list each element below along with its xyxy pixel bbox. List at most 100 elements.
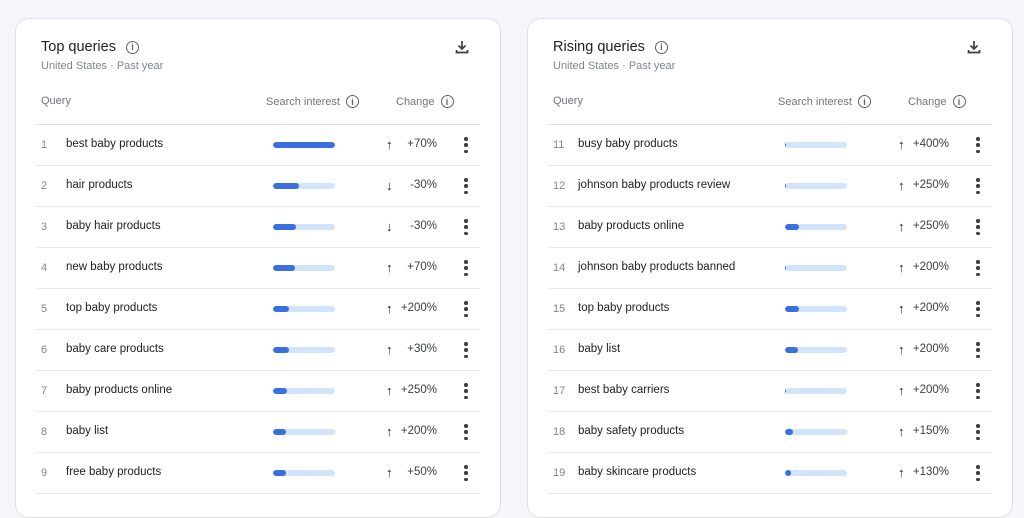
change-value: -30%: [410, 179, 437, 191]
more-options-icon[interactable]: [464, 301, 468, 317]
interest-bar-fill: [785, 470, 792, 476]
arrow-up-icon: ↑: [386, 424, 393, 439]
change-value: +250%: [912, 179, 949, 191]
query-link[interactable]: baby hair products: [66, 220, 161, 232]
query-link[interactable]: baby care products: [66, 343, 164, 355]
change-value: +70%: [407, 138, 437, 150]
query-link[interactable]: baby skincare products: [578, 466, 697, 478]
table-row[interactable]: 15 top baby products ↑ +200%: [548, 289, 992, 330]
table-row[interactable]: 6 baby care products ↑ +30%: [36, 330, 480, 371]
interest-bar-fill: [273, 347, 289, 353]
interest-bar: [785, 142, 847, 148]
query-link[interactable]: free baby products: [66, 466, 162, 478]
more-options-icon[interactable]: [976, 260, 980, 276]
column-header-change: Change i: [908, 95, 966, 108]
arrow-up-icon: ↑: [898, 301, 905, 316]
interest-bar: [273, 347, 335, 353]
table-row[interactable]: 12 johnson baby products review ↑ +250%: [548, 166, 992, 207]
table-row[interactable]: 16 baby list ↑ +200%: [548, 330, 992, 371]
interest-bar-fill: [785, 265, 787, 271]
change-value: +50%: [407, 466, 437, 478]
more-options-icon[interactable]: [976, 383, 980, 399]
more-options-icon[interactable]: [976, 465, 980, 481]
info-icon[interactable]: i: [440, 95, 454, 108]
table-row[interactable]: 18 baby safety products ↑ +150%: [548, 412, 992, 453]
interest-bar: [785, 306, 847, 312]
interest-bar: [273, 470, 335, 476]
interest-bar-fill: [785, 183, 787, 189]
info-icon[interactable]: i: [125, 40, 139, 54]
change-value: +70%: [407, 261, 437, 273]
table-row[interactable]: 8 baby list ↑ +200%: [36, 412, 480, 453]
interest-bar: [273, 224, 335, 230]
query-link[interactable]: busy baby products: [578, 138, 678, 150]
table-row[interactable]: 2 hair products ↓ -30%: [36, 166, 480, 207]
more-options-icon[interactable]: [464, 219, 468, 235]
interest-bar-fill: [273, 265, 295, 271]
table-row[interactable]: 4 new baby products ↑ +70%: [36, 248, 480, 289]
interest-bar-fill: [273, 470, 287, 476]
more-options-icon[interactable]: [464, 383, 468, 399]
query-link[interactable]: baby list: [66, 425, 109, 437]
table-row[interactable]: 7 baby products online ↑ +250%: [36, 371, 480, 412]
interest-bar: [785, 470, 847, 476]
table-row[interactable]: 5 top baby products ↑ +200%: [36, 289, 480, 330]
change-value: +200%: [912, 384, 949, 396]
row-rank: 16: [553, 344, 566, 356]
download-icon[interactable]: [454, 39, 470, 55]
query-link[interactable]: top baby products: [578, 302, 670, 314]
download-icon[interactable]: [966, 39, 982, 55]
more-options-icon[interactable]: [976, 342, 980, 358]
row-rank: 8: [41, 426, 48, 438]
more-options-icon[interactable]: [976, 137, 980, 153]
more-options-icon[interactable]: [464, 137, 468, 153]
row-rank: 5: [41, 303, 48, 315]
title-text: Top queries: [41, 39, 116, 55]
query-link[interactable]: best baby products: [66, 138, 164, 150]
interest-bar-fill: [273, 429, 287, 435]
interest-bar: [273, 183, 335, 189]
row-rank: 7: [41, 385, 48, 397]
query-link[interactable]: johnson baby products banned: [578, 261, 736, 273]
row-rank: 3: [41, 221, 48, 233]
more-options-icon[interactable]: [976, 301, 980, 317]
info-icon[interactable]: i: [345, 95, 359, 108]
more-options-icon[interactable]: [976, 219, 980, 235]
interest-bar-fill: [785, 142, 787, 148]
query-link[interactable]: hair products: [66, 179, 133, 191]
query-link[interactable]: best baby carriers: [578, 384, 670, 396]
query-link[interactable]: baby products online: [66, 384, 173, 396]
more-options-icon[interactable]: [464, 424, 468, 440]
info-icon[interactable]: i: [654, 40, 668, 54]
arrow-up-icon: ↑: [898, 219, 905, 234]
arrow-up-icon: ↑: [386, 342, 393, 357]
more-options-icon[interactable]: [976, 424, 980, 440]
interest-bar-fill: [273, 183, 300, 189]
query-link[interactable]: baby safety products: [578, 425, 685, 437]
interest-bar: [785, 429, 847, 435]
query-link[interactable]: top baby products: [66, 302, 158, 314]
arrow-up-icon: ↑: [386, 383, 393, 398]
more-options-icon[interactable]: [464, 260, 468, 276]
more-options-icon[interactable]: [976, 178, 980, 194]
table-row[interactable]: 13 baby products online ↑ +250%: [548, 207, 992, 248]
more-options-icon[interactable]: [464, 342, 468, 358]
interest-bar: [785, 183, 847, 189]
rising-queries-card: Rising queries i United States · Past yea…: [527, 18, 1013, 518]
table-row[interactable]: 14 johnson baby products banned ↑ +200%: [548, 248, 992, 289]
query-link[interactable]: baby products online: [578, 220, 685, 232]
table-row[interactable]: 17 best baby carriers ↑ +200%: [548, 371, 992, 412]
table-row[interactable]: 11 busy baby products ↑ +400%: [548, 125, 992, 166]
interest-bar: [785, 265, 847, 271]
query-link[interactable]: baby list: [578, 343, 621, 355]
table-row[interactable]: 3 baby hair products ↓ -30%: [36, 207, 480, 248]
info-icon[interactable]: i: [952, 95, 966, 108]
more-options-icon[interactable]: [464, 178, 468, 194]
more-options-icon[interactable]: [464, 465, 468, 481]
info-icon[interactable]: i: [857, 95, 871, 108]
query-link[interactable]: new baby products: [66, 261, 163, 273]
interest-bar: [273, 142, 335, 148]
query-link[interactable]: johnson baby products review: [578, 179, 731, 191]
table-row[interactable]: 1 best baby products ↑ +70%: [36, 125, 480, 166]
column-header-query: Query: [41, 95, 71, 107]
